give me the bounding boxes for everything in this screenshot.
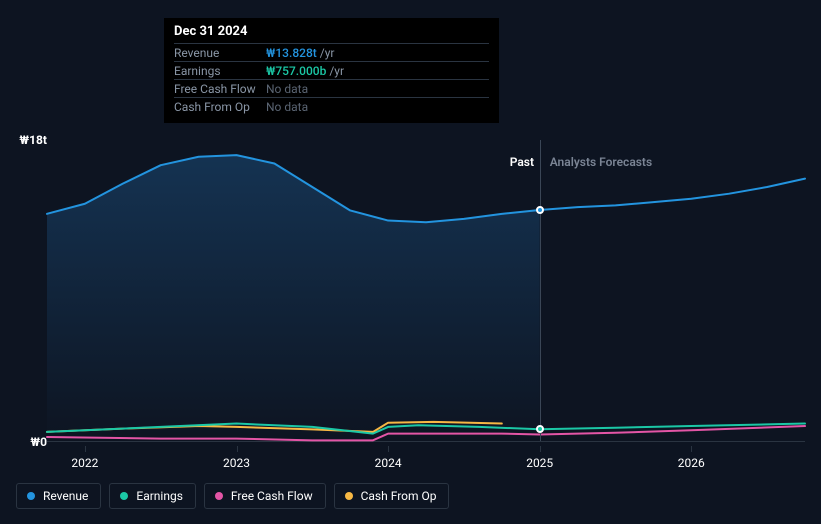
y-tick-max: ₩18t [19, 133, 47, 147]
hover-vertical-line [540, 140, 541, 441]
chart-tooltip: Dec 31 2024 Revenue₩13.828t/yrEarnings₩7… [164, 18, 499, 123]
tooltip-date: Dec 31 2024 [174, 24, 489, 44]
tooltip-row: Cash From OpNo data [174, 98, 489, 115]
tooltip-row-value: ₩13.828t [266, 46, 317, 60]
y-tick-min: ₩0 [30, 435, 47, 449]
x-tick-mark [237, 446, 238, 452]
legend-label: Revenue [43, 489, 88, 503]
x-tick-label: 2026 [678, 456, 705, 470]
tooltip-row-label: Cash From Op [174, 100, 266, 114]
x-tick-mark [388, 446, 389, 452]
tooltip-row-nodata: No data [266, 82, 308, 96]
legend-label: Earnings [136, 489, 183, 503]
legend-dot-icon [345, 492, 353, 500]
x-tick-mark [540, 446, 541, 452]
legend-item-revenue[interactable]: Revenue [16, 483, 101, 509]
legend-item-earnings[interactable]: Earnings [109, 483, 196, 509]
legend-item-fcf[interactable]: Free Cash Flow [204, 483, 326, 509]
earnings-hover-marker [536, 425, 544, 433]
tooltip-row: Free Cash FlowNo data [174, 80, 489, 98]
x-tick-label: 2022 [71, 456, 98, 470]
x-tick-label: 2024 [375, 456, 402, 470]
tooltip-row-value: ₩757.000b [266, 64, 326, 78]
legend-label: Cash From Op [361, 489, 437, 503]
x-axis: 20222023202420252026 [47, 446, 805, 466]
x-tick-label: 2025 [526, 456, 553, 470]
tooltip-row: Revenue₩13.828t/yr [174, 44, 489, 62]
tooltip-row-label: Earnings [174, 64, 266, 78]
legend-item-cfo[interactable]: Cash From Op [334, 483, 450, 509]
chart-legend: Revenue Earnings Free Cash Flow Cash From O… [16, 483, 449, 509]
tooltip-row-suffix: /yr [320, 46, 335, 60]
x-tick-label: 2023 [223, 456, 250, 470]
tooltip-row-suffix: /yr [329, 64, 344, 78]
tooltip-row-label: Free Cash Flow [174, 82, 266, 96]
legend-dot-icon [120, 492, 128, 500]
x-tick-mark [85, 446, 86, 452]
legend-dot-icon [215, 492, 223, 500]
earnings-revenue-chart: ₩18t ₩0 Past Analysts Forecasts 20222023… [16, 120, 805, 480]
tooltip-row-label: Revenue [174, 46, 266, 60]
legend-label: Free Cash Flow [231, 489, 313, 503]
past-section-label: Past [510, 155, 534, 169]
tooltip-row-nodata: No data [266, 100, 308, 114]
legend-dot-icon [27, 492, 35, 500]
forecast-section-label: Analysts Forecasts [550, 155, 652, 169]
revenue-hover-marker [536, 206, 544, 214]
plot-area[interactable]: Past Analysts Forecasts [47, 140, 805, 442]
tooltip-row: Earnings₩757.000b/yr [174, 62, 489, 80]
revenue-area-fill [47, 155, 540, 442]
x-tick-mark [691, 446, 692, 452]
